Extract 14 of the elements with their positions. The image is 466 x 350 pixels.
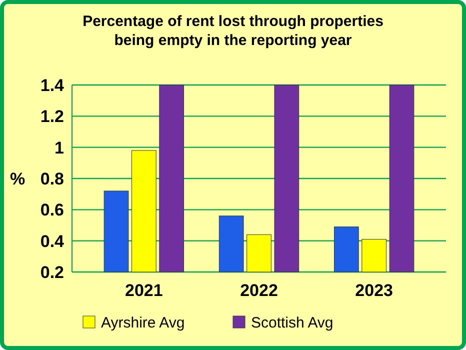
- chart-title: Percentage of rent lost through properties being empty in the reporting year: [82, 13, 384, 49]
- legend-label: Scottish Avg: [251, 314, 334, 332]
- x-tick-label: 2023: [355, 281, 393, 300]
- y-tick-label: 1.2: [40, 107, 64, 126]
- y-tick-label: 0.6: [40, 200, 64, 220]
- y-tick-label: 1: [54, 138, 64, 158]
- y-axis-title: %: [10, 169, 26, 188]
- y-tick-label: 0.8: [40, 169, 64, 188]
- y-tick-label: 0.4: [40, 232, 65, 251]
- legend-label: Ayrshire Avg: [101, 314, 185, 332]
- y-tick-label: 1.4: [40, 76, 65, 95]
- x-tick-label: 2021: [125, 281, 163, 300]
- x-tick-label: 2022: [240, 281, 278, 300]
- y-tick-label: 0.2: [40, 262, 64, 282]
